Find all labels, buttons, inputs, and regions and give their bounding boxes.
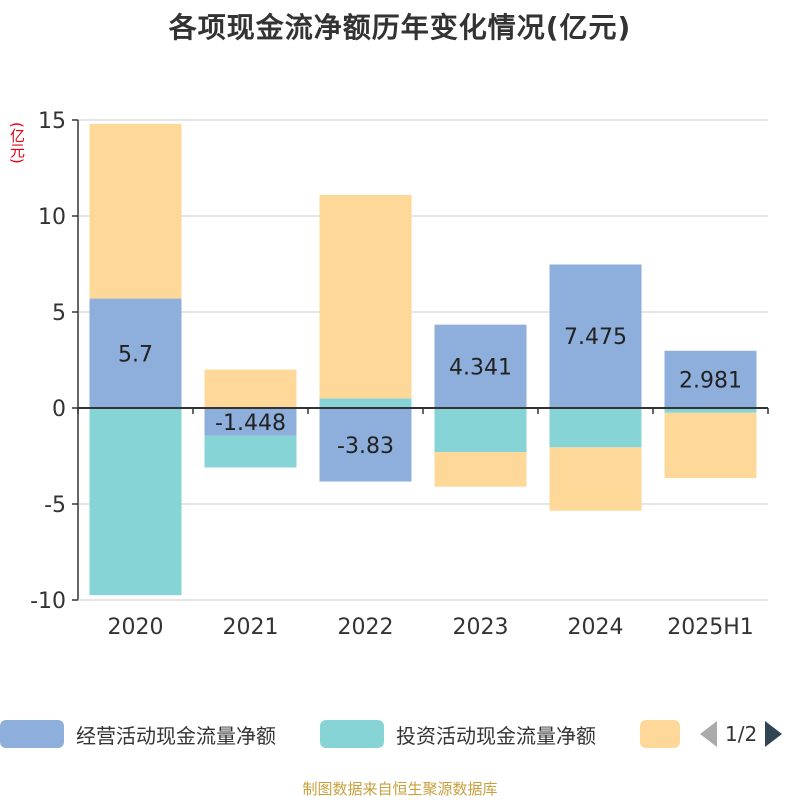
legend-item-financing[interactable] (640, 716, 680, 752)
legend-pager: 1/2 (700, 716, 783, 752)
bar-operating-2020 (89, 298, 182, 408)
bar-financing-2021 (204, 369, 297, 408)
bar-investing-2021 (204, 435, 297, 468)
x-tick-label: 2020 (108, 615, 164, 640)
y-tick-label: -10 (30, 589, 66, 614)
data-label-operating: 4.341 (449, 355, 512, 380)
x-tick-label: 2021 (223, 615, 279, 640)
bar-operating-2023 (434, 324, 527, 408)
legend-item-investing[interactable]: 投资活动现金流量净额 (320, 716, 596, 752)
next-page-arrow-icon[interactable] (765, 721, 783, 747)
chart-title: 各项现金流净额历年变化情况(亿元) (168, 11, 632, 44)
bar-operating-2022 (319, 408, 412, 482)
bar-financing-2023 (434, 452, 527, 487)
bar-financing-2020 (89, 123, 182, 299)
data-label-operating: -1.448 (215, 411, 286, 436)
bar-investing-2020 (89, 408, 182, 596)
legend-swatch-financing (640, 720, 680, 748)
bar-investing-2023 (434, 408, 527, 453)
y-tick-label: -5 (44, 493, 66, 518)
y-axis-unit-label: (亿元) (8, 122, 26, 164)
chart-canvas: 15 10 5 0 -5 -10 5.7 -1.448 -3.83 4.341 7.475 2.981… (30, 109, 769, 640)
y-tick-label: 15 (38, 109, 66, 134)
data-source-note: 制图数据来自恒生聚源数据库 (302, 780, 498, 798)
bar-financing-2025H1 (664, 412, 757, 479)
legend-page-indicator: 1/2 (725, 722, 758, 746)
bar-operating-2025H1 (664, 350, 757, 408)
bar-financing-2024 (549, 447, 642, 511)
bar-investing-2022 (319, 398, 412, 408)
previous-page-arrow-icon[interactable] (700, 721, 717, 747)
legend-swatch-investing (320, 720, 384, 748)
legend-item-operating[interactable]: 经营活动现金流量净额 (0, 716, 276, 752)
x-tick-label: 2023 (453, 615, 509, 640)
data-label-operating: 7.475 (564, 325, 627, 350)
x-tick-label: 2022 (338, 615, 394, 640)
legend-label-operating: 经营活动现金流量净额 (76, 723, 276, 748)
bar-investing-2024 (549, 408, 642, 448)
data-label-operating: 5.7 (118, 342, 153, 367)
y-tick-label: 0 (52, 397, 66, 422)
y-tick-label: 10 (38, 205, 66, 230)
bar-investing-2025H1 (664, 408, 757, 413)
legend: 经营活动现金流量净额 投资活动现金流量净额 (0, 716, 800, 752)
bar-financing-2022 (319, 194, 412, 399)
bar-operating-2021 (204, 408, 297, 436)
y-tick-label: 5 (52, 301, 66, 326)
data-label-operating: -3.83 (337, 434, 394, 459)
bar-operating-2024 (549, 264, 642, 408)
x-tick-label: 2025H1 (667, 615, 754, 640)
legend-label-investing: 投资活动现金流量净额 (396, 723, 596, 748)
legend-swatch-operating (0, 720, 64, 748)
x-tick-label: 2024 (568, 615, 624, 640)
data-label-operating: 2.981 (679, 368, 742, 393)
